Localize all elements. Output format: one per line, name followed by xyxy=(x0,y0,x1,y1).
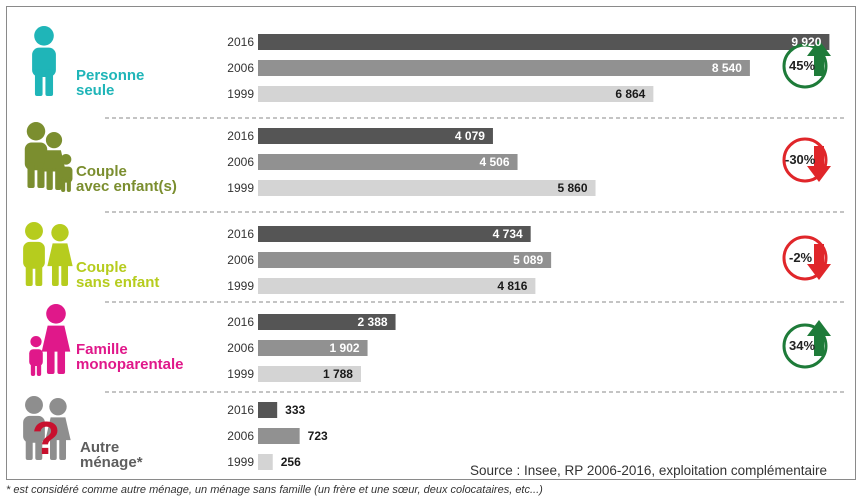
trend-down-icon xyxy=(782,235,831,281)
bar xyxy=(258,402,278,418)
bar xyxy=(258,340,368,356)
couple-no-children-icon xyxy=(23,222,73,286)
value-label: 9 920 xyxy=(791,35,822,49)
bar xyxy=(258,60,750,76)
year-label: 2016 xyxy=(227,403,254,417)
year-label: 2016 xyxy=(227,129,254,143)
bar xyxy=(258,278,536,294)
year-label: 1999 xyxy=(227,455,254,469)
single-parent-family-icon xyxy=(29,304,71,376)
bar xyxy=(258,454,273,470)
value-label: 5 089 xyxy=(513,253,544,267)
value-label: 6 864 xyxy=(615,87,646,101)
value-label: 8 540 xyxy=(711,61,742,75)
category-label: Couple sans enfant xyxy=(76,259,160,291)
footnote: * est considéré comme autre ménage, un m… xyxy=(6,484,543,496)
bar xyxy=(258,366,361,382)
bar xyxy=(258,86,654,102)
value-label: 4 079 xyxy=(454,129,485,143)
value-label: 256 xyxy=(280,455,301,469)
bar xyxy=(258,428,300,444)
value-label: 5 860 xyxy=(557,181,588,195)
year-label: 2006 xyxy=(227,341,254,355)
year-label: 2006 xyxy=(227,61,254,75)
category-label: Personne seule xyxy=(76,67,145,99)
value-label: 333 xyxy=(285,403,306,417)
category-label: Famille monoparentale xyxy=(76,341,184,373)
bar xyxy=(258,128,493,144)
year-label: 2016 xyxy=(227,227,254,241)
trend-up-icon xyxy=(782,40,831,89)
value-label: 1 788 xyxy=(322,367,353,381)
year-label: 1999 xyxy=(227,279,254,293)
change-value: 34% xyxy=(789,338,816,353)
value-label: 2 388 xyxy=(357,315,388,329)
year-label: 1999 xyxy=(227,181,254,195)
change-value: -2% xyxy=(789,250,813,265)
chart-frame xyxy=(6,6,856,480)
bar xyxy=(258,34,830,50)
category-label: Couple avec enfant(s) xyxy=(76,163,177,195)
bar xyxy=(258,180,596,196)
bar xyxy=(258,154,518,170)
bar xyxy=(258,314,396,330)
year-label: 2016 xyxy=(227,35,254,49)
year-label: 1999 xyxy=(227,87,254,101)
year-label: 2006 xyxy=(227,429,254,443)
source-note: Source : Insee, RP 2006-2016, exploitati… xyxy=(470,463,827,478)
change-value: -30% xyxy=(785,152,816,167)
year-label: 2006 xyxy=(227,253,254,267)
trend-up-icon xyxy=(782,320,831,369)
bar xyxy=(258,252,552,268)
value-label: 4 734 xyxy=(492,227,523,241)
value-label: 723 xyxy=(307,429,328,443)
single-person-icon xyxy=(32,26,56,96)
value-label: 4 506 xyxy=(479,155,510,169)
trend-down-icon xyxy=(782,137,831,183)
bar xyxy=(258,226,531,242)
couple-with-children-icon xyxy=(24,122,73,192)
question-mark-icon: ? xyxy=(32,412,60,464)
other-household-icon: ? xyxy=(23,396,71,464)
value-label: 4 816 xyxy=(497,279,528,293)
category-label: Autre ménage* xyxy=(80,439,143,471)
year-label: 2006 xyxy=(227,155,254,169)
year-label: 2016 xyxy=(227,315,254,329)
year-label: 1999 xyxy=(227,367,254,381)
change-value: 45% xyxy=(789,58,816,73)
value-label: 1 902 xyxy=(329,341,360,355)
